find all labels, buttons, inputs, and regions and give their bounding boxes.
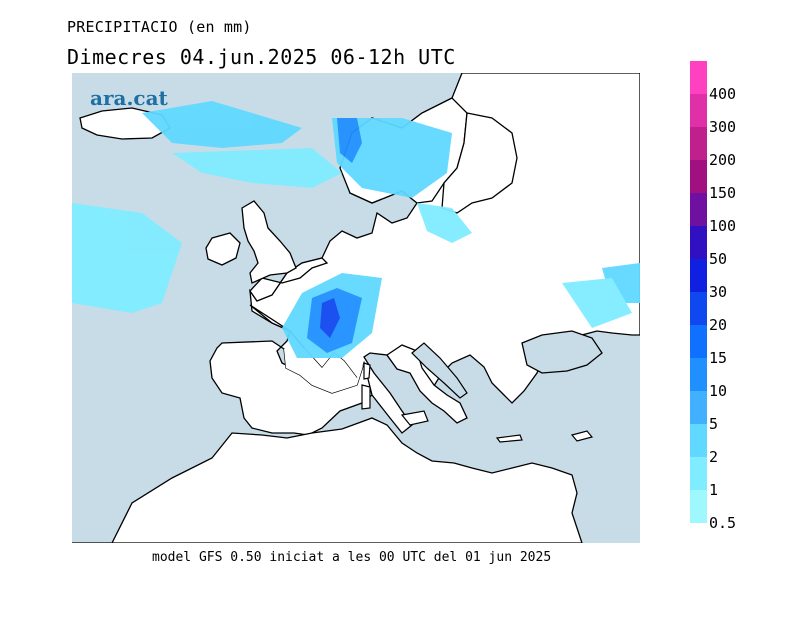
- chart-title: PRECIPITACIO (en mm): [67, 18, 252, 36]
- adriatic-sea: [411, 342, 468, 399]
- precip-north-atlantic: [172, 148, 342, 188]
- legend-swatch-200: [690, 127, 707, 160]
- legend-swatch-5: [690, 391, 707, 424]
- precip-scandinavia: [332, 118, 452, 198]
- western-europe-land: [284, 348, 364, 393]
- legend-label-15: 15: [709, 349, 728, 367]
- precip-east-ukraine: [562, 278, 632, 328]
- sicily-land: [400, 410, 429, 426]
- legend-swatch-30: [690, 259, 707, 292]
- legend-label-150: 150: [709, 184, 737, 202]
- precip-baltic: [417, 203, 472, 243]
- black-sea: [521, 330, 603, 374]
- legend-label-400: 400: [709, 85, 737, 103]
- legend-label-30: 30: [709, 283, 728, 301]
- legend-swatch-2: [690, 424, 707, 457]
- legend-swatch-150: [690, 160, 707, 193]
- precip-legend-bar: [690, 61, 707, 523]
- legend-label-100: 100: [709, 217, 737, 235]
- precip-france-max: [320, 298, 340, 338]
- forecast-date: Dimecres 04.jun.2025 06-12h UTC: [67, 45, 456, 69]
- legend-swatch-10: [690, 358, 707, 391]
- legend-swatch-15: [690, 325, 707, 358]
- model-footer: model GFS 0.50 iniciat a les 00 UTC del …: [152, 550, 552, 565]
- baltic-east-land: [441, 112, 518, 214]
- legend-label-10: 10: [709, 382, 728, 400]
- precip-iceland-band: [142, 101, 302, 148]
- legend-swatch-400: [690, 61, 707, 94]
- legend-label-2: 2: [709, 448, 719, 466]
- corsica-sardinia-land: [361, 362, 371, 410]
- legend-label-0.5: 0.5: [709, 514, 737, 532]
- ireland-land: [205, 232, 241, 266]
- legend-swatch-300: [690, 94, 707, 127]
- legend-swatch-1: [690, 457, 707, 490]
- legend-swatch-20: [690, 292, 707, 325]
- north-africa-land: [72, 417, 583, 543]
- legend-label-1: 1: [709, 481, 719, 499]
- legend-label-20: 20: [709, 316, 728, 334]
- legend-label-5: 5: [709, 415, 719, 433]
- legend-label-50: 50: [709, 250, 728, 268]
- legend-swatch-50: [690, 226, 707, 259]
- cyprus-land: [570, 430, 594, 442]
- precipitation-overlay: [72, 101, 640, 358]
- legend-label-300: 300: [709, 118, 737, 136]
- great-britain-land: [241, 200, 297, 284]
- aracat-logo: ara.cat: [90, 86, 168, 110]
- legend-label-200: 200: [709, 151, 737, 169]
- precipitation-map: [72, 73, 640, 543]
- crete-land: [495, 434, 523, 443]
- legend-swatch-0.5: [690, 490, 707, 523]
- precip-scandinavia-core: [337, 118, 362, 163]
- precip-atlantic-west: [72, 203, 182, 313]
- legend-swatch-100: [690, 193, 707, 226]
